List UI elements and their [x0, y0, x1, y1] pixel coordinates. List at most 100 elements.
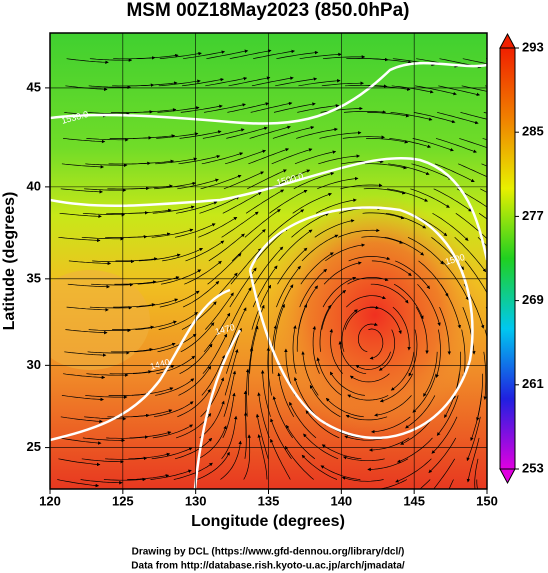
streamline: [345, 414, 388, 421]
streamline: [159, 290, 200, 308]
streamline: [368, 328, 384, 360]
streamline: [371, 260, 412, 276]
streamline: [298, 79, 341, 87]
streamline: [134, 342, 176, 353]
streamline: [225, 149, 267, 165]
streamline: [340, 183, 383, 190]
warm-core: [265, 195, 485, 435]
streamline: [414, 85, 457, 96]
streamline: [476, 479, 478, 489]
streamline: [114, 280, 157, 285]
streamline: [151, 228, 194, 238]
streamline: [59, 437, 102, 445]
streamline: [460, 112, 487, 120]
streamline: [128, 232, 171, 238]
streamline: [396, 437, 433, 463]
streamline: [85, 163, 128, 168]
contour: [248, 206, 474, 440]
streamline: [296, 127, 338, 139]
streamline: [245, 368, 250, 417]
streamline: [153, 181, 196, 190]
streamline: [270, 438, 291, 480]
streamline: [315, 198, 357, 214]
streamline: [273, 102, 316, 113]
streamline: [461, 85, 487, 92]
streamline: [156, 355, 196, 375]
streamline: [314, 219, 355, 238]
streamline: [60, 188, 103, 194]
streamline: [158, 79, 201, 87]
streamline: [413, 112, 456, 124]
streamline: [247, 347, 254, 396]
streamline: [419, 479, 431, 489]
streamline: [368, 85, 411, 91]
streamline: [362, 212, 405, 220]
streamline: [174, 223, 216, 238]
streamline: [299, 52, 342, 60]
colorbar-tick-label: 285: [522, 124, 544, 139]
streamline: [277, 247, 308, 285]
streamline: [87, 351, 130, 355]
streamline: [257, 392, 270, 439]
streamline: [138, 253, 181, 262]
streamline: [91, 283, 134, 287]
streamline: [229, 49, 272, 60]
streamline: [366, 479, 408, 489]
streamline: [439, 306, 452, 355]
streamline: [223, 370, 237, 417]
streamline: [128, 452, 171, 460]
streamline: [347, 277, 389, 285]
streamline: [151, 447, 193, 460]
streamline: [272, 396, 293, 439]
streamline: [176, 201, 218, 214]
streamline: [199, 400, 225, 439]
streamline: [390, 351, 415, 391]
contour: [50, 156, 487, 261]
streamline: [366, 138, 409, 144]
streamline: [400, 416, 434, 445]
streamline: [462, 58, 487, 65]
streamline: [110, 347, 153, 353]
streamline: [92, 259, 135, 264]
streamline: [431, 416, 458, 454]
streamline: [81, 458, 124, 464]
streamline: [89, 58, 133, 62]
y-tick-label: 25: [27, 439, 41, 454]
streamline: [379, 373, 414, 403]
streamline: [204, 103, 246, 113]
streamline: [205, 292, 234, 330]
streamline: [349, 373, 390, 383]
streamline: [198, 425, 227, 460]
streamline: [374, 395, 412, 417]
x-tick-label: 125: [112, 493, 134, 508]
streamline: [82, 212, 126, 217]
streamline: [61, 163, 105, 169]
streamline: [88, 328, 131, 333]
streamline: [155, 378, 195, 396]
title: MSM 00Z18May2023 (850.0hPa): [126, 0, 409, 21]
streamline: [67, 283, 110, 289]
streamline: [247, 169, 287, 190]
streamline: [250, 101, 293, 113]
streamline: [127, 474, 170, 480]
credit: Drawing by DCL (https://www.gfd-dennou.o…: [132, 547, 405, 558]
y-tick-label: 40: [27, 178, 41, 193]
streamline: [384, 236, 425, 256]
streamline: [103, 477, 147, 482]
streamline: [411, 163, 453, 180]
streamline: [66, 306, 109, 312]
streamline: [433, 188, 472, 212]
streamline: [435, 329, 441, 378]
streamline: [370, 283, 409, 304]
streamline: [199, 196, 240, 214]
streamline: [182, 280, 220, 308]
streamline: [178, 365, 212, 396]
streamline: [244, 209, 281, 238]
streamline: [179, 130, 222, 139]
streamline: [320, 465, 361, 480]
streamline: [271, 148, 313, 165]
streamline: [395, 458, 432, 483]
streamline: [201, 354, 226, 396]
streamline: [341, 476, 384, 482]
